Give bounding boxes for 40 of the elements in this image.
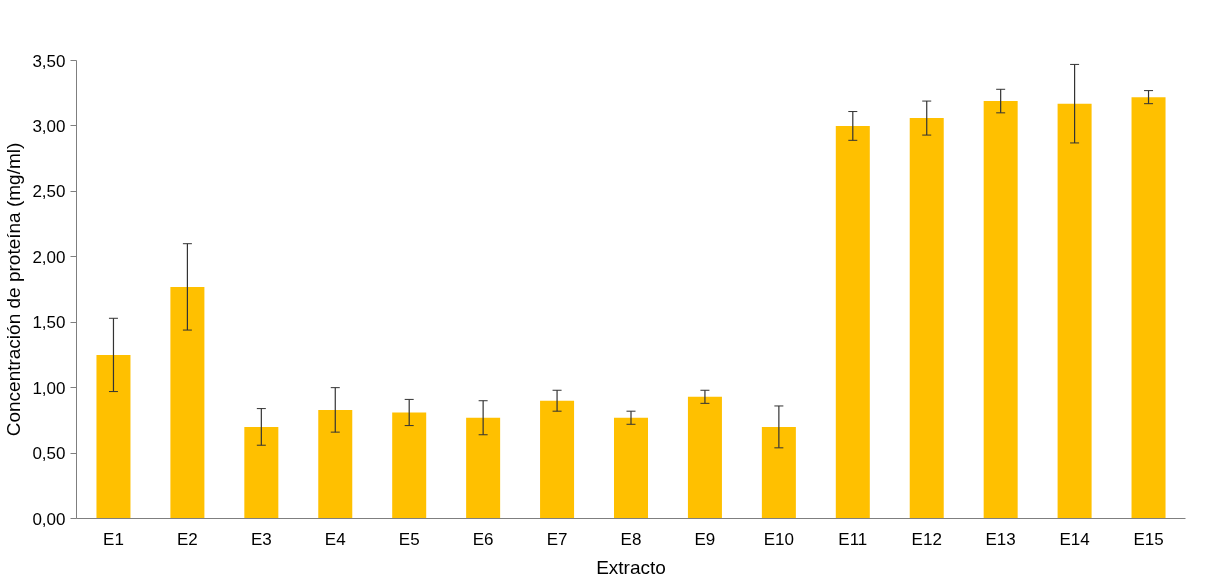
- bar: [761, 426, 796, 519]
- x-tick-label: E8: [620, 529, 642, 549]
- y-tick-label: 2,00: [32, 247, 66, 267]
- y-tick-label: 1,00: [32, 378, 66, 398]
- bar: [244, 426, 279, 519]
- bar: [540, 400, 575, 519]
- x-tick-label: E10: [763, 529, 794, 549]
- y-tick-label: 2,50: [32, 182, 66, 202]
- bar: [687, 396, 722, 519]
- bar: [392, 412, 427, 519]
- x-axis-title: Extracto: [596, 556, 666, 578]
- bar: [466, 417, 501, 519]
- bar: [835, 125, 870, 519]
- bar: [96, 354, 131, 519]
- x-tick-label: E14: [1059, 529, 1090, 549]
- x-tick-label: E3: [250, 529, 272, 549]
- bar: [983, 101, 1018, 519]
- y-tick-label: 0,00: [32, 509, 66, 529]
- bar: [318, 409, 353, 519]
- x-tick-label: E15: [1133, 529, 1164, 549]
- x-tick-label: E9: [694, 529, 716, 549]
- y-tick-label: 1,50: [32, 313, 66, 333]
- y-tick-label: 3,00: [32, 116, 66, 136]
- x-tick-label: E1: [103, 529, 124, 549]
- x-tick-label: E6: [472, 529, 494, 549]
- bar: [1131, 97, 1166, 519]
- bar: [614, 417, 648, 519]
- x-tick-label: E7: [546, 529, 568, 549]
- x-tick-label: E13: [985, 529, 1016, 549]
- bar: [1057, 103, 1092, 519]
- x-tick-label: E5: [398, 529, 420, 549]
- y-tick-label: 3,50: [32, 51, 66, 71]
- x-tick-label: E2: [177, 529, 198, 549]
- x-tick-label: E4: [324, 529, 346, 549]
- bar: [909, 118, 944, 519]
- x-tick-label: E12: [911, 529, 942, 549]
- x-tick-label: E11: [838, 529, 868, 549]
- y-tick-label: 0,50: [32, 444, 66, 464]
- bar: [170, 286, 205, 519]
- y-axis-title: Concentración de proteína (mg/ml): [3, 142, 25, 437]
